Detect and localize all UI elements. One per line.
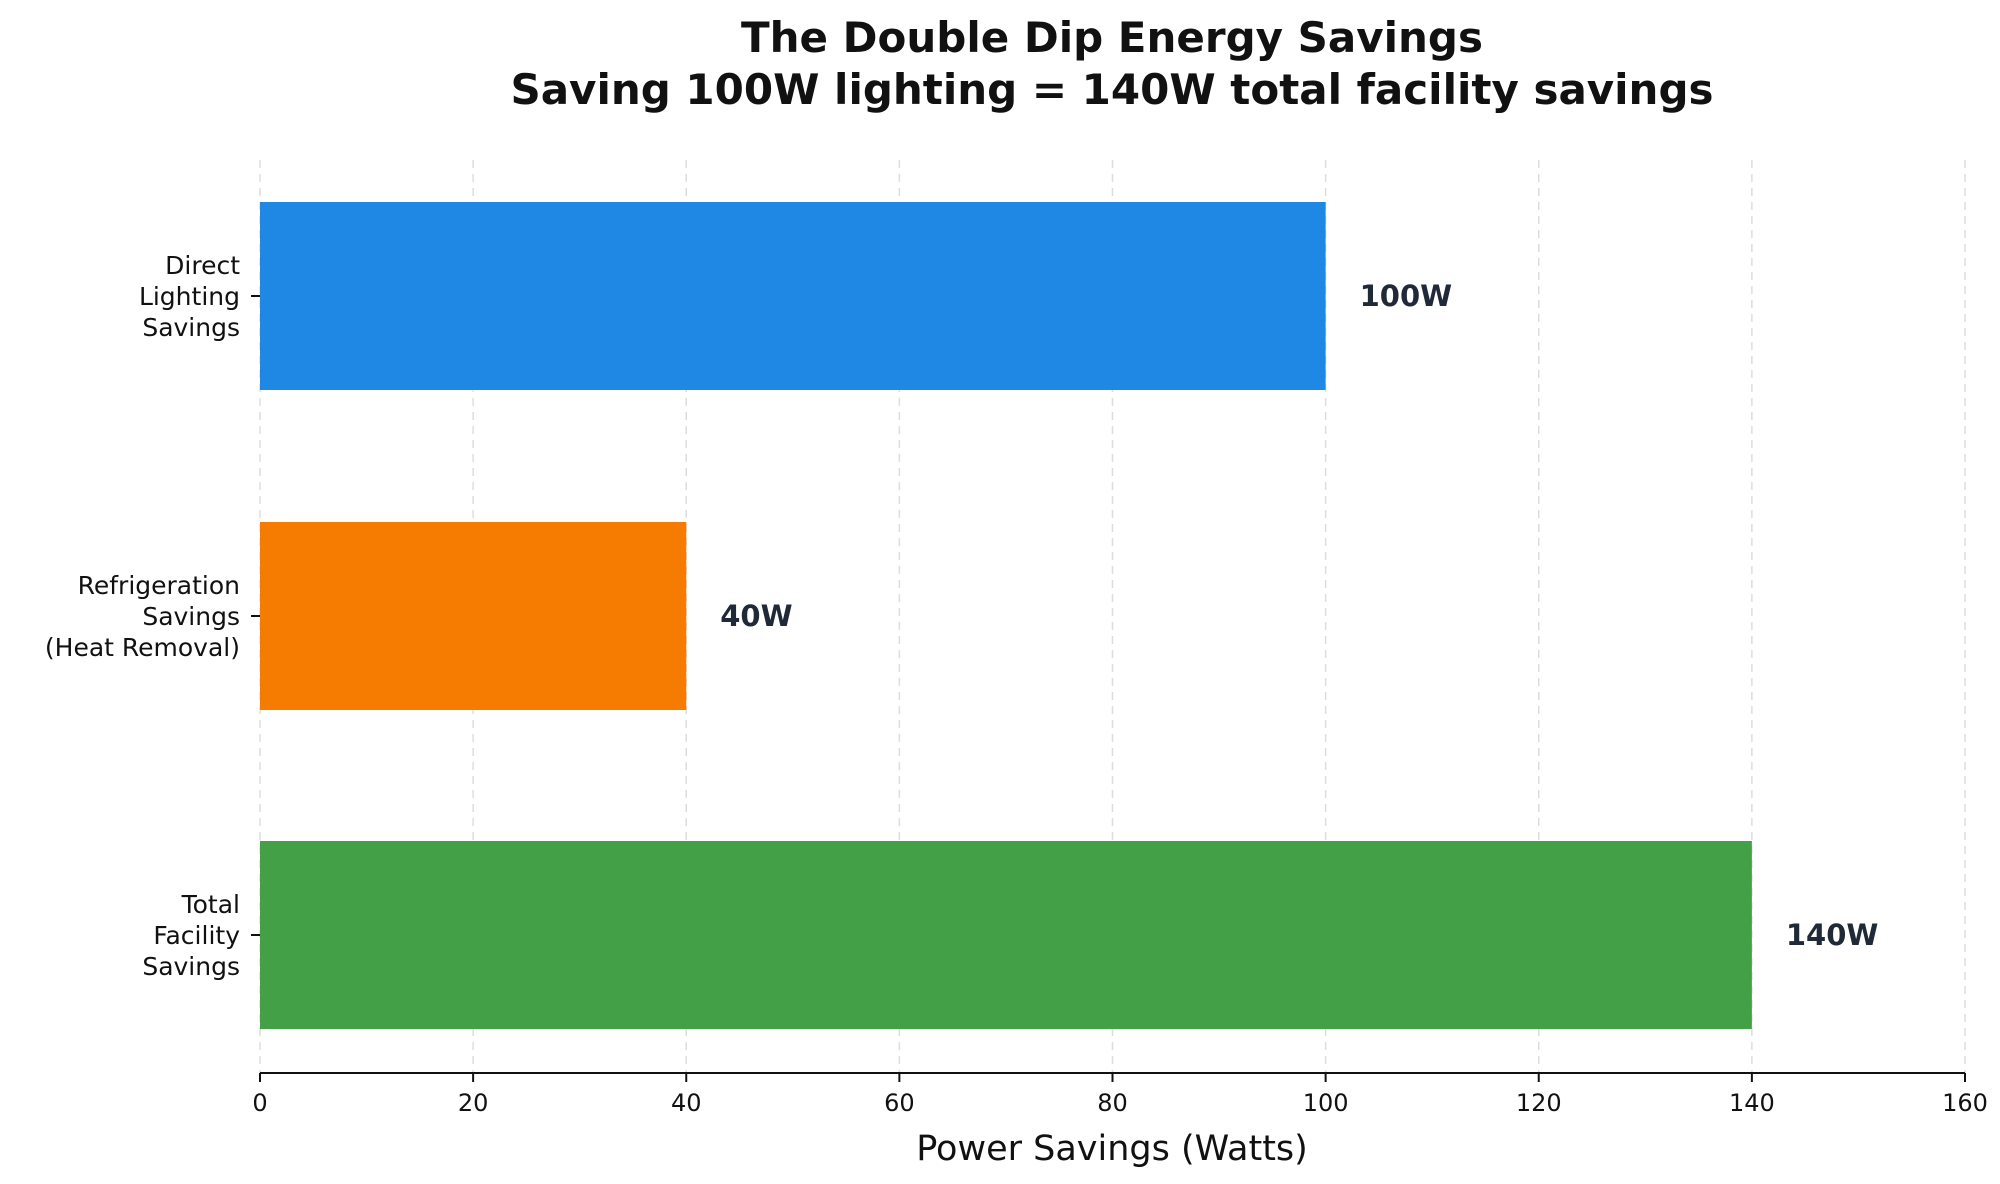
x-tick-label-4: 80 xyxy=(1097,1089,1128,1117)
x-tick-label-2: 40 xyxy=(671,1089,702,1117)
category-label-0-line-1: Lighting xyxy=(139,282,240,311)
category-label-1-line-0: Refrigeration xyxy=(78,571,240,600)
category-label-2-line-0: Total xyxy=(181,890,240,919)
bar-1 xyxy=(260,522,687,710)
x-tick-label-0: 0 xyxy=(252,1089,267,1117)
category-label-1-line-2: (Heat Removal) xyxy=(45,633,240,662)
category-labels: DirectLightingSavingsRefrigerationSaving… xyxy=(45,251,260,981)
category-label-0-line-0: Direct xyxy=(165,251,240,280)
x-tick-label-5: 100 xyxy=(1303,1089,1349,1117)
category-label-0-line-2: Savings xyxy=(142,313,240,342)
x-axis: 0 20 40 60 80 100 120 140 160 xyxy=(252,1072,1988,1117)
value-label-0: 100W xyxy=(1360,279,1453,313)
x-tick-label-7: 140 xyxy=(1729,1089,1775,1117)
bar-0 xyxy=(260,202,1326,390)
chart-title-line-1: The Double Dip Energy Savings xyxy=(741,13,1483,62)
bar-2 xyxy=(260,841,1752,1029)
x-tick-label-6: 120 xyxy=(1516,1089,1562,1117)
x-tick-label-3: 60 xyxy=(884,1089,915,1117)
category-label-2-line-2: Savings xyxy=(142,952,240,981)
bars-group: 100W 40W 140W xyxy=(260,202,1878,1029)
category-label-1-line-1: Savings xyxy=(142,602,240,631)
value-label-1: 40W xyxy=(720,599,792,633)
category-label-2-line-1: Facility xyxy=(153,921,240,950)
x-axis-title: Power Savings (Watts) xyxy=(916,1129,1308,1169)
chart-title-line-2: Saving 100W lighting = 140W total facili… xyxy=(510,65,1713,114)
x-tick-label-1: 20 xyxy=(458,1089,489,1117)
value-label-2: 140W xyxy=(1786,918,1879,952)
x-tick-label-8: 160 xyxy=(1942,1089,1988,1117)
